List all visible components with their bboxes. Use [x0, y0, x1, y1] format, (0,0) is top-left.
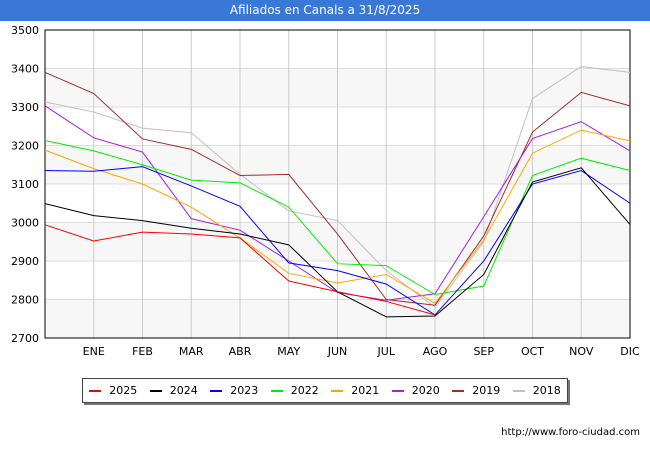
- y-tick-label: 3300: [11, 101, 39, 114]
- legend-swatch: [210, 389, 223, 392]
- x-tick-label: JUL: [377, 345, 396, 358]
- footer-url: http://www.foro-ciudad.com: [501, 427, 640, 438]
- legend-swatch: [149, 389, 162, 392]
- legend-item-2025: 2025: [89, 384, 137, 397]
- y-tick-label: 3200: [11, 140, 39, 153]
- legend-swatch: [391, 389, 404, 392]
- legend-item-2020: 2020: [391, 384, 440, 397]
- series-line-2025: [44, 224, 436, 316]
- legend-label: 2019: [472, 384, 501, 397]
- x-tick-label: ENE: [83, 345, 105, 358]
- x-tick-label: NOV: [569, 345, 594, 358]
- series-line-2022: [44, 140, 631, 296]
- legend-item-2023: 2023: [210, 384, 258, 397]
- y-tick-label: 3400: [11, 63, 39, 76]
- legend-swatch: [89, 389, 102, 392]
- legend-label: 2025: [109, 384, 138, 397]
- legend: 2025 2024 2023 2022 2021 2020 2019 2018: [82, 378, 568, 403]
- series-line-2018: [44, 66, 631, 308]
- x-tick-label: FEB: [132, 345, 153, 358]
- legend-label: 2020: [411, 384, 440, 397]
- legend-swatch: [331, 389, 344, 392]
- legend-item-2022: 2022: [270, 384, 319, 397]
- legend-swatch: [452, 389, 465, 392]
- plot-border: [44, 29, 631, 339]
- chart-title: Afiliados en Canals a 31/8/2025: [0, 0, 650, 21]
- legend-item-2021: 2021: [331, 384, 379, 397]
- legend-item-2018: 2018: [512, 384, 561, 397]
- x-tick-label: MAY: [277, 345, 300, 358]
- x-tick-label: SEP: [473, 345, 494, 358]
- legend-label: 2024: [169, 384, 198, 397]
- x-tick-label: DIC: [620, 345, 640, 358]
- x-tick-label: AGO: [423, 345, 448, 358]
- x-tick-label: MAR: [179, 345, 204, 358]
- legend-label: 2021: [351, 384, 380, 397]
- legend-label: 2023: [230, 384, 259, 397]
- series-line-2020: [44, 105, 631, 301]
- legend-label: 2018: [532, 384, 561, 397]
- x-tick-label: OCT: [521, 345, 544, 358]
- x-tick-label: JUN: [327, 345, 348, 358]
- series-line-2023: [44, 166, 631, 316]
- series-line-2019: [44, 71, 631, 306]
- series-line-2021: [44, 129, 631, 305]
- y-tick-label: 3000: [11, 217, 39, 230]
- legend-swatch: [270, 389, 283, 392]
- legend-item-2024: 2024: [149, 384, 198, 397]
- y-tick-label: 2800: [11, 294, 39, 307]
- legend-item-2019: 2019: [452, 384, 500, 397]
- y-tick-label: 3100: [11, 178, 39, 191]
- y-tick-label: 3500: [11, 24, 39, 37]
- legend-swatch: [512, 389, 525, 392]
- y-tick-label: 2900: [11, 255, 39, 268]
- legend-label: 2022: [290, 384, 319, 397]
- x-tick-label: ABR: [229, 345, 252, 358]
- y-tick-label: 2700: [11, 332, 39, 345]
